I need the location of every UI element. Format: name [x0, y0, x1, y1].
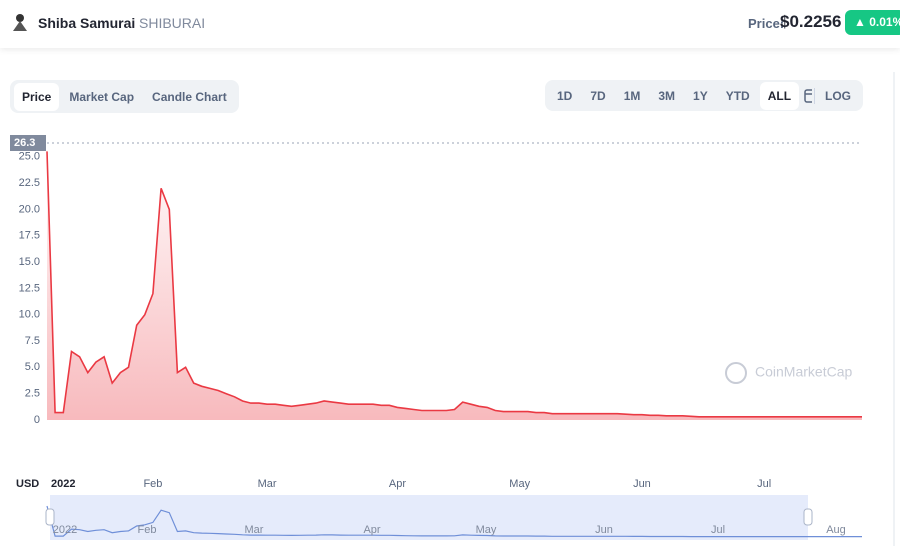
watermark-logo: [725, 362, 747, 384]
navigator-label: Aug: [826, 524, 846, 536]
range-button[interactable]: 1M: [623, 88, 641, 103]
up-arrow: ▲: [854, 15, 866, 29]
y-tick-label: 22.5: [19, 177, 40, 189]
navigator-handle[interactable]: [45, 508, 55, 526]
price-label: Price:: [748, 16, 785, 31]
navigator-window: [50, 495, 808, 540]
navigator-label: Jun: [595, 524, 613, 536]
y-tick-label: 10.0: [19, 309, 40, 321]
navigator-label: Feb: [138, 524, 157, 536]
range-button[interactable]: 1D: [557, 88, 573, 103]
navigator-handle[interactable]: [803, 508, 813, 526]
y-tick-label: 15.0: [19, 256, 40, 268]
coin-icon: [13, 14, 27, 31]
range-button[interactable]: 3M: [658, 88, 676, 103]
max-label: 26.3: [14, 137, 35, 149]
area: [47, 151, 862, 420]
x-tick-label: Jul: [757, 478, 771, 490]
coin-name: Shiba Samurai: [38, 15, 136, 31]
navigator-label: 2022: [53, 524, 77, 536]
range-group: 1D 7D 1M 3M 1Y YTD ALL LOG: [545, 80, 863, 111]
y-tick-label: 7.5: [25, 335, 40, 347]
y-tick-label: 5.0: [25, 361, 40, 373]
tab[interactable]: Candle Chart: [152, 89, 227, 104]
max-label-bg: [10, 135, 46, 151]
y-tick-label: 12.5: [19, 282, 40, 294]
y-tick-label: 2.5: [25, 388, 40, 400]
x-tick-label: Apr: [389, 478, 406, 490]
panel-edge: [893, 72, 895, 546]
x-tick-label: Mar: [258, 478, 277, 490]
x-tick-label: Jun: [633, 478, 651, 490]
navigator-label: Apr: [363, 524, 380, 536]
y-tick-label: 20.0: [19, 203, 40, 215]
navigator-label: Mar: [245, 524, 264, 536]
y-tick-label: 25.0: [19, 151, 40, 163]
price: $0.2256: [780, 12, 842, 31]
change-value: 0.01%: [869, 15, 900, 29]
x-tick-label: 2022: [51, 478, 75, 490]
range-button[interactable]: YTD: [725, 88, 750, 103]
tab-group: Price Market Cap Candle Chart: [10, 80, 239, 113]
navigator-label: Jul: [711, 524, 725, 536]
divider: [814, 87, 815, 104]
tab[interactable]: Price: [14, 82, 60, 111]
x-tick-label: Feb: [143, 478, 162, 490]
x-tick-label: May: [509, 478, 530, 490]
watermark: CoinMarketCap: [755, 364, 852, 380]
range-button[interactable]: ALL: [759, 81, 800, 110]
price-line: [46, 151, 862, 418]
navigator-label: May: [476, 524, 497, 536]
header: Shiba Samurai SHIBURAI Price: $0.2256 ▲ …: [0, 0, 900, 48]
tab[interactable]: Market Cap: [69, 89, 135, 104]
navigator-line: [46, 505, 862, 538]
y-tick-label: 17.5: [19, 230, 40, 242]
coin-symbol: SHIBURAI: [139, 15, 206, 31]
range-button[interactable]: LOG: [825, 88, 851, 103]
y-tick-label: 0: [34, 414, 40, 426]
calendar-button[interactable]: [801, 88, 813, 104]
price-change: ▲ 0.01%: [845, 10, 900, 35]
range-button[interactable]: 7D: [590, 88, 606, 103]
currency-label: USD: [16, 478, 39, 490]
range-button[interactable]: 1Y: [693, 88, 708, 103]
